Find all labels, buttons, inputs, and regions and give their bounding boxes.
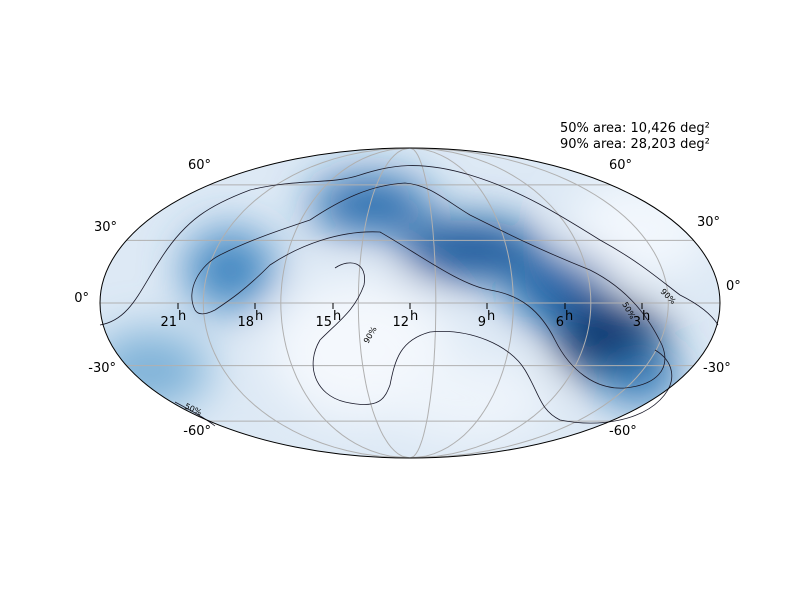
ra-label: 6 — [556, 315, 564, 330]
dec-label: 0° — [726, 279, 741, 294]
ra-label-suffix: h — [642, 309, 650, 324]
contour-50 — [174, 401, 216, 427]
grid-line — [409, 147, 437, 459]
grid-line — [280, 147, 411, 459]
grid-line — [409, 147, 592, 459]
ra-label: 21 — [160, 315, 177, 330]
dec-label: 60° — [188, 158, 211, 173]
ra-label-suffix: h — [178, 309, 186, 324]
grid-line — [409, 147, 669, 459]
dec-label: -30° — [703, 361, 731, 376]
dec-label: -30° — [88, 361, 116, 376]
graticule — [100, 147, 720, 459]
ra-label-suffix: h — [565, 309, 573, 324]
annotation: 50% area: 10,426 deg² — [560, 121, 710, 136]
dec-label: 30° — [94, 220, 117, 235]
contour-90 — [312, 262, 673, 424]
grid-line — [409, 147, 514, 459]
ra-label-suffix: h — [255, 309, 263, 324]
axis-labels: 60° 60°30° 30°0°0°-30° -30°-60° -60°21 h 18 h 15… — [74, 158, 741, 439]
map-border — [99, 147, 721, 459]
ra-label: 3 — [633, 315, 641, 330]
ra-label: 12 — [392, 315, 409, 330]
contour-90 — [99, 165, 719, 326]
ra-label-suffix: h — [487, 309, 495, 324]
annotation: 90% area: 28,203 deg² — [560, 137, 710, 152]
dec-label: -60° — [609, 424, 637, 439]
contour-50 — [191, 182, 666, 389]
dec-label: -60° — [183, 424, 211, 439]
dec-label: 60° — [609, 158, 632, 173]
ra-label-suffix: h — [410, 309, 418, 324]
ra-label: 9 — [478, 315, 486, 330]
dec-label: 0° — [74, 291, 89, 306]
ra-label-suffix: h — [333, 309, 341, 324]
dec-label: 30° — [697, 215, 720, 230]
ra-label: 15 — [315, 315, 332, 330]
ra-label: 18 — [237, 315, 254, 330]
grid-line — [357, 147, 411, 459]
